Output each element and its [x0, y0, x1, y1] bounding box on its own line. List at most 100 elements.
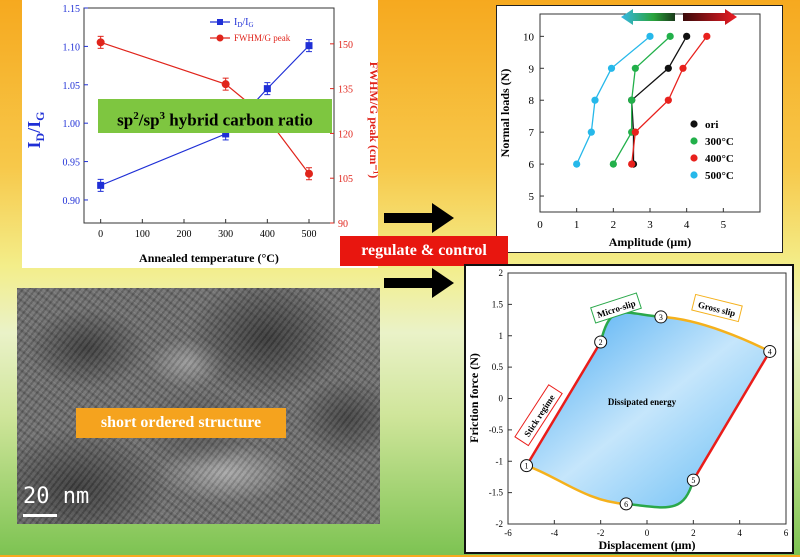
- y-right-tick-label: 105: [338, 174, 353, 185]
- y-tick-label: 1: [499, 331, 504, 341]
- y-tick-label: 6: [529, 159, 535, 171]
- y-left-tick-label: 1.00: [63, 119, 81, 130]
- y-tick-label: 8: [529, 95, 535, 107]
- y-tick-label: 5: [529, 191, 535, 203]
- right-gradient-arrow: [683, 9, 737, 25]
- point-marker-4: [763, 344, 777, 358]
- legend-fwhm: FWHM/G peak: [234, 33, 291, 43]
- data-point: [609, 160, 617, 168]
- stick-regime-segment: [525, 341, 602, 467]
- legend-label: 400°C: [705, 153, 734, 165]
- x-tick-label: -2: [597, 528, 605, 538]
- y-left-tick-label: 0.95: [63, 158, 81, 169]
- point-label-3: 3: [659, 313, 663, 322]
- x-tick-label: 300: [218, 229, 233, 240]
- x-tick-label: 5: [721, 219, 727, 231]
- data-point: [666, 32, 674, 40]
- data-point: [573, 160, 581, 168]
- legend-marker: [690, 137, 698, 145]
- data-point: [683, 32, 691, 40]
- point-marker-5: [686, 473, 700, 487]
- y-tick-label: -1: [496, 456, 504, 466]
- x-tick-label: 2: [691, 528, 696, 538]
- data-point-fwhm: [221, 80, 230, 89]
- y-left-tick-label: 1.05: [63, 81, 81, 92]
- y-right-tick-label: 120: [338, 129, 353, 140]
- data-point-fwhm: [305, 169, 313, 178]
- y-left-tick-label: 0.90: [63, 196, 81, 207]
- data-point: [628, 160, 636, 168]
- data-point: [631, 128, 639, 136]
- left-gradient-arrow: [621, 9, 675, 25]
- data-point: [664, 64, 672, 72]
- micro-slip-segment-bottom: [626, 479, 695, 509]
- point-label-6: 6: [624, 500, 628, 509]
- y-tick-label: 0: [499, 394, 504, 404]
- amplitude-chart: 0 1 2 3 4 5 5 6 7 8 9 10 ori 300°C 400°C 500°C Amplitu…: [498, 9, 761, 249]
- amplitude-x-label: Amplitude (μm): [609, 235, 691, 249]
- point-label-2: 2: [599, 338, 603, 347]
- dissipated-energy-label: Dissipated energy: [608, 397, 677, 407]
- x-tick-label: 4: [737, 528, 742, 538]
- normal-loads-y-label: Normal loads (N): [498, 69, 512, 158]
- x-tick-label: -6: [504, 528, 512, 538]
- y-tick-label: 7: [529, 127, 535, 139]
- legend-marker: [690, 120, 698, 128]
- y-tick-label: 10: [523, 31, 535, 43]
- data-point-fwhm: [96, 38, 105, 47]
- x-tick-label: 400: [260, 229, 275, 240]
- scale-bar-label: 20 nm: [23, 484, 90, 509]
- legend-label: 500°C: [705, 170, 734, 182]
- x-tick-label: 100: [135, 229, 150, 240]
- displacement-x-label: Displacement (μm): [598, 538, 695, 552]
- y-tick-label: -1.5: [489, 488, 504, 498]
- x-tick-label: 0: [645, 528, 650, 538]
- y-tick-label: 0.5: [492, 362, 504, 372]
- series-line: [612, 35, 671, 165]
- y-right-tick-label: 150: [338, 40, 353, 51]
- x-tick-label: -4: [551, 528, 559, 538]
- right-chart-panel: 0 1 2 3 4 5 5 6 7 8 9 10 ori 300°C 400°C 500°C Amplitu…: [496, 5, 783, 253]
- x-tick-label: 6: [784, 528, 789, 538]
- x-tick-label: 1: [574, 219, 580, 231]
- regulate-control-label: regulate & control: [340, 236, 508, 266]
- gross-slip-segment-bottom: [526, 464, 627, 506]
- series-line: [576, 35, 651, 165]
- y-left-tick-label: 1.15: [63, 4, 81, 15]
- y-tick-label: 9: [529, 63, 535, 75]
- gross-slip-segment: [660, 315, 771, 353]
- y-tick-label: 1.5: [492, 299, 504, 309]
- x-tick-label: 200: [177, 229, 192, 240]
- left-chart-panel: 0 100 200 300 400 500 0.90 0.95 1.00 1.05 1.10 1.15…: [22, 0, 381, 268]
- stick-regime-segment-right: [692, 350, 771, 481]
- point-label-4: 4: [768, 347, 772, 356]
- y-tick-label: -0.5: [489, 425, 504, 435]
- legend-label: 300°C: [705, 136, 734, 148]
- data-point-id-ig: [222, 130, 230, 138]
- right-y-axis-label: FWHM/G peak (cm⁻¹): [367, 62, 378, 179]
- bottom-arrow: [384, 268, 454, 298]
- x-tick-label: 3: [647, 219, 653, 231]
- point-marker-3: [654, 310, 668, 324]
- point-label-1: 1: [525, 462, 529, 471]
- series-line: [630, 36, 688, 165]
- x-tick-label: 2: [611, 219, 617, 231]
- y-right-tick-label: 135: [338, 85, 353, 96]
- legend-marker: [690, 154, 698, 162]
- x-tick-label: 500: [302, 229, 317, 240]
- data-point-id-ig: [263, 85, 271, 93]
- point-label-5: 5: [691, 476, 695, 485]
- scale-bar: [23, 514, 57, 517]
- y-tick-label: -2: [496, 519, 504, 529]
- data-point: [646, 32, 654, 40]
- data-point: [664, 96, 672, 104]
- id-ig-fwhm-chart: 0 100 200 300 400 500 0.90 0.95 1.00 1.05 1.10 1.15…: [24, 4, 381, 265]
- legend-marker: [690, 171, 698, 179]
- data-point-id-ig: [305, 42, 313, 50]
- y-left-tick-label: 1.10: [63, 42, 81, 53]
- point-marker-1: [520, 459, 534, 473]
- sp-hybrid-annotation: sp2/sp3 hybrid carbon ratio: [98, 99, 332, 133]
- legend-id-ig: ID/IG: [234, 17, 254, 29]
